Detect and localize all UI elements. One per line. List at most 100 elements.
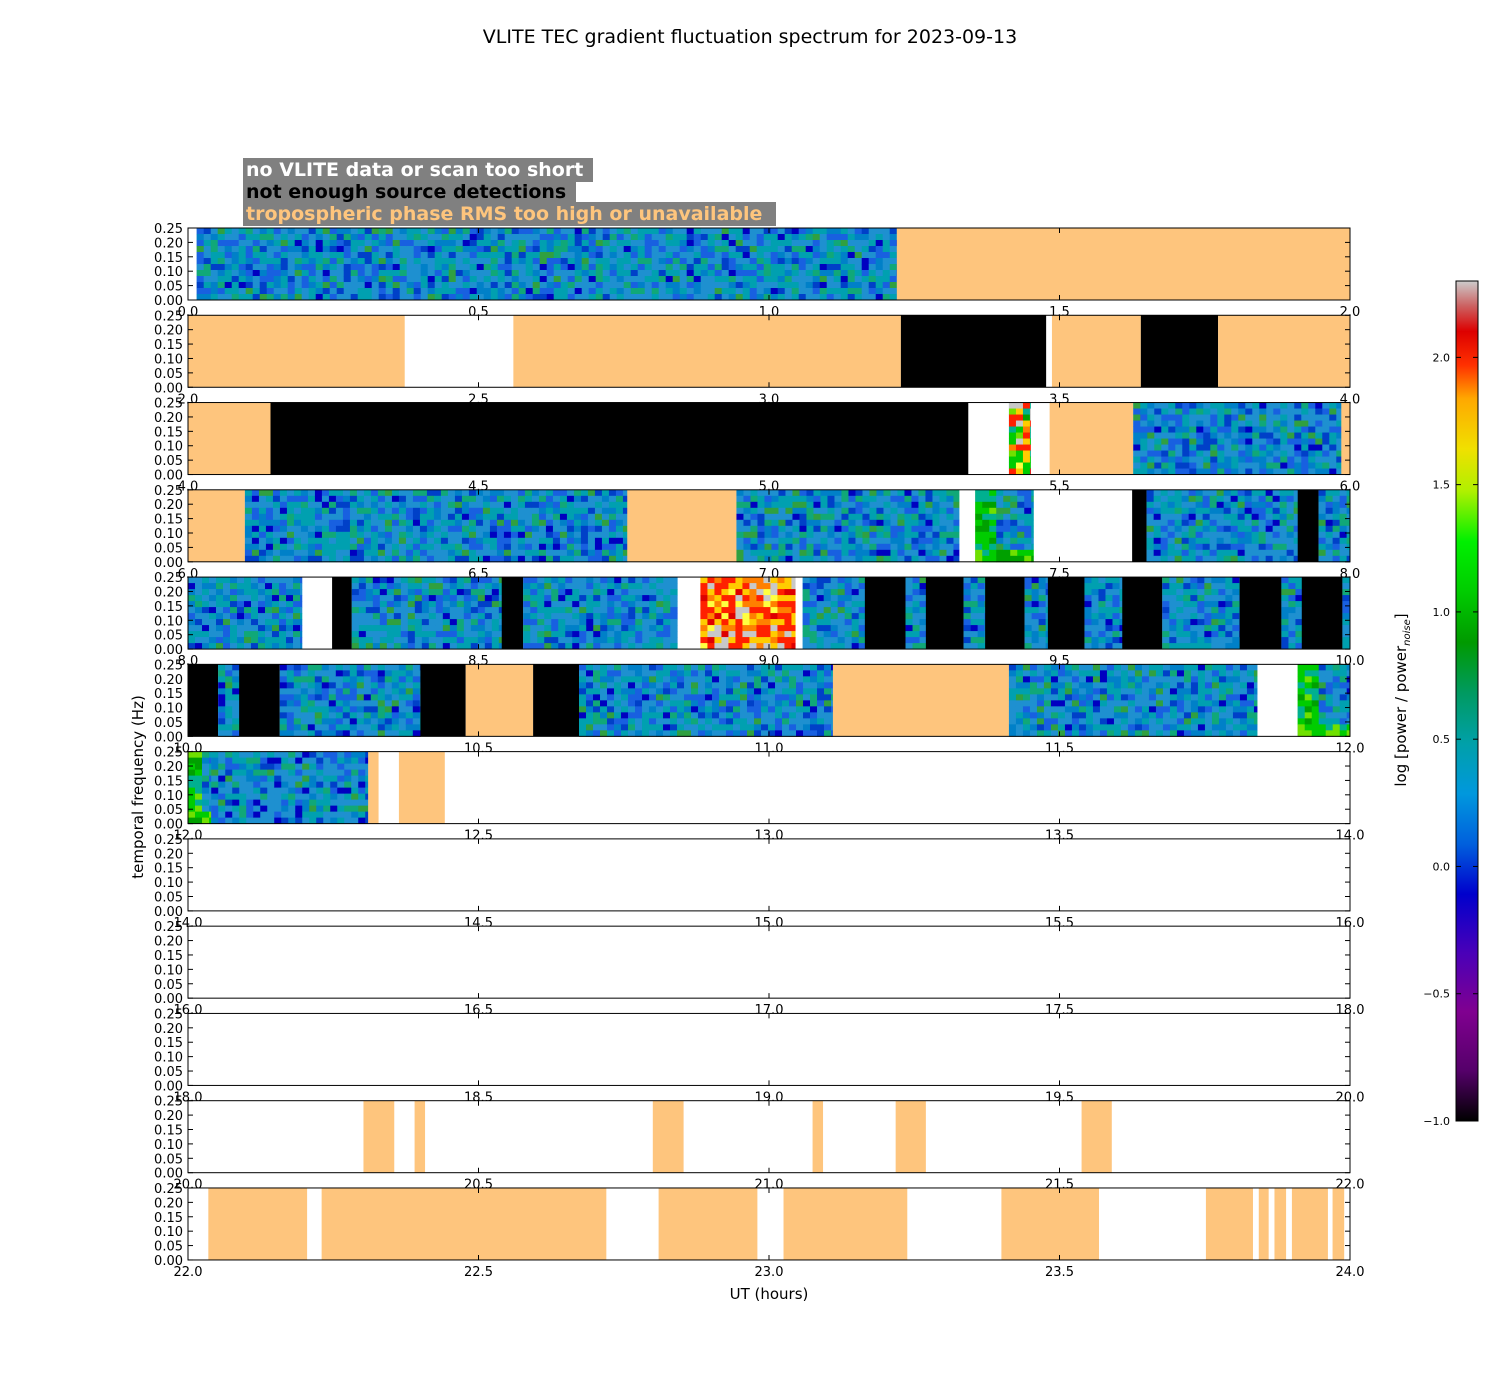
spectrum-cell (517, 489, 526, 497)
spectrum-cell (1031, 631, 1040, 638)
spectrum-cell (399, 252, 408, 259)
spectrum-cell (523, 577, 531, 584)
spectrum-cell (559, 495, 568, 503)
spectrum-cell (455, 234, 464, 241)
spectrum-cell (202, 601, 210, 608)
spectrum-cell (826, 258, 835, 265)
spectrum-cell (293, 688, 302, 695)
spectrum-cell (497, 264, 506, 271)
spectrum-cell (363, 700, 372, 707)
spectrum-cell (833, 294, 842, 301)
spectrum-cell (970, 589, 979, 596)
spectrum-cell (778, 495, 786, 503)
spectrum-cell (1265, 501, 1274, 509)
tropo-block (188, 489, 245, 562)
spectrum-cell (489, 501, 498, 509)
spectrum-cell (700, 613, 708, 620)
spectrum-cell (566, 507, 575, 515)
spectrum-cell (854, 228, 863, 235)
spectrum-cell (770, 234, 779, 241)
spectrum-cell (1038, 619, 1047, 626)
spectrum-cell (245, 282, 254, 289)
spectrum-cell (663, 583, 671, 590)
spectrum-cell (386, 595, 395, 602)
spectrum-cell (484, 613, 493, 620)
spectrum-cell (244, 643, 252, 650)
spectrum-cell (602, 228, 611, 235)
spectrum-cell (764, 531, 772, 539)
spectrum-cell (1162, 613, 1170, 620)
spectrum-cell (559, 549, 568, 557)
spectrum-cell (1332, 543, 1341, 551)
spectrum-cell (294, 264, 303, 271)
spectrum-cell (286, 583, 294, 590)
spectrum-cell (314, 501, 323, 509)
spectrum-cell (293, 670, 302, 677)
spectrum-cell (223, 637, 231, 644)
spectrum-cell (216, 643, 224, 650)
spectrum-cell (904, 495, 912, 503)
spectrum-cell (1336, 420, 1342, 427)
spectrum-cell (544, 577, 552, 584)
spectrum-cell (757, 489, 765, 497)
spectrum-cell (343, 240, 352, 247)
spectrum-cell (911, 543, 919, 551)
spectrum-cell (996, 495, 1004, 503)
spectrum-cell (1279, 513, 1288, 521)
spectrum-cell (525, 264, 534, 271)
spectrum-cell (1211, 625, 1219, 632)
spectrum-cell (1188, 537, 1197, 545)
spectrum-cell (300, 724, 309, 731)
spectrum-cell (614, 607, 622, 614)
spectrum-cell (770, 240, 779, 247)
spectrum-cell (897, 501, 905, 509)
spectrum-cell (565, 607, 573, 614)
spectrum-cell (1301, 420, 1309, 427)
spectrum-cell (700, 631, 708, 638)
spectrum-cell (1154, 438, 1162, 445)
spectrum-cell (1322, 456, 1330, 463)
spectrum-cell (287, 240, 296, 247)
spectrum-cell (1140, 408, 1148, 415)
spectrum-cell (1154, 426, 1162, 433)
spectrum-cell (1224, 426, 1232, 433)
spectrum-cell (321, 543, 330, 551)
spectrum-cell (1105, 637, 1113, 644)
spectrum-cell (883, 531, 891, 539)
spectrum-cell (975, 531, 983, 539)
spectrum-cell (427, 234, 436, 241)
spectrum-cell (670, 631, 678, 638)
spectrum-cell (1038, 589, 1047, 596)
spectrum-cell (1329, 402, 1337, 409)
spectrum-cell (841, 489, 849, 497)
spectrum-cell (742, 228, 751, 235)
spectrum-cell (1010, 525, 1018, 533)
spectrum-cell (258, 525, 267, 533)
spectrum-cell (350, 246, 359, 253)
spectrum-cell (805, 294, 814, 301)
spectrum-cell (272, 643, 280, 650)
spectrum-cell (370, 519, 379, 527)
spectrum-cell (371, 252, 380, 259)
spectrum-cell (412, 495, 421, 503)
spectrum-cell (301, 294, 310, 301)
spectrum-cell (1237, 507, 1246, 515)
spectrum-cell (217, 246, 226, 253)
spectrum-cell (232, 724, 240, 731)
y-tick-label: 0.15 (154, 513, 183, 528)
spectrum-cell (749, 613, 757, 620)
spectrum-cell (427, 246, 436, 253)
spectrum-cell (1223, 489, 1232, 497)
spectrum-cell (847, 276, 856, 283)
spectrum-cell (1244, 543, 1253, 551)
spectrum-cell (1245, 426, 1253, 433)
spectrum-cell (328, 549, 337, 557)
spectrum-cell (461, 525, 470, 533)
spectrum-cell (1237, 519, 1246, 527)
spectrum-cell (757, 537, 765, 545)
spectrum-cell (728, 619, 736, 626)
spectrum-cell (670, 619, 678, 626)
spectrum-cell (272, 619, 280, 626)
spectrum-cell (258, 555, 267, 563)
spectrum-cell (601, 489, 610, 497)
